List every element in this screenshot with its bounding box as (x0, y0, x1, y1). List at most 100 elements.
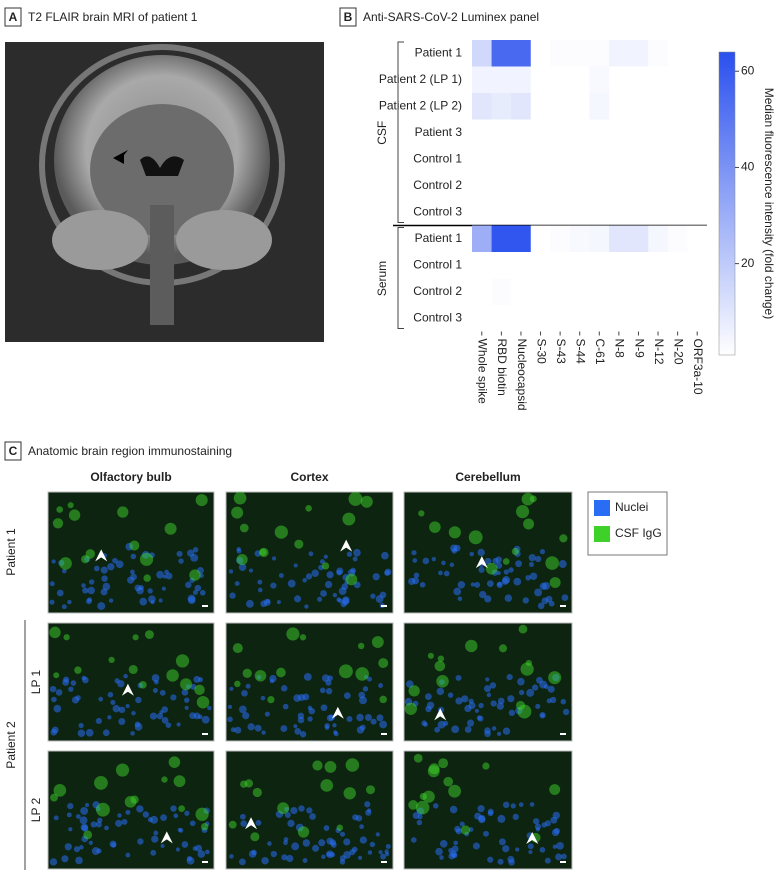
heat-cell (609, 93, 629, 120)
nucleus (189, 820, 196, 827)
nucleus (186, 856, 195, 865)
nucleus (491, 726, 497, 731)
micrograph (47, 622, 215, 742)
scale-bar (381, 733, 387, 735)
heat-cell (511, 40, 532, 67)
cell (320, 779, 334, 792)
cell (200, 823, 209, 831)
nucleus (434, 726, 441, 733)
heat-cell (491, 66, 512, 94)
cell (96, 802, 110, 817)
nucleus (147, 588, 153, 594)
nucleus (474, 708, 479, 713)
nucleus (376, 714, 384, 722)
cell (429, 521, 441, 533)
nucleus (384, 849, 389, 854)
nucleus (379, 720, 388, 729)
nucleus (546, 698, 552, 704)
cell (415, 800, 430, 815)
cell (277, 802, 290, 815)
nucleus (449, 805, 458, 814)
nucleus (369, 841, 376, 848)
heat-cell (472, 172, 492, 200)
cell (345, 758, 360, 772)
nucleus (156, 713, 164, 720)
heat-cell (530, 252, 551, 279)
nucleus (441, 560, 446, 566)
nucleus (307, 705, 313, 711)
heat-cell (530, 93, 551, 120)
nucleus (82, 587, 89, 594)
nucleus (320, 704, 328, 712)
nucleus (175, 847, 181, 852)
cell (178, 805, 186, 813)
micrograph-bg (47, 750, 215, 870)
nucleus (560, 698, 567, 705)
row-label: Control 3 (413, 204, 462, 218)
heat-cell (511, 278, 532, 306)
nucleus (61, 568, 67, 574)
nucleus (107, 563, 115, 571)
heat-cell (667, 199, 688, 226)
cell (468, 530, 483, 545)
heat-cell (648, 278, 669, 306)
nucleus (93, 565, 100, 572)
nucleus (352, 556, 358, 562)
nucleus (293, 694, 301, 702)
nucleus (118, 718, 126, 726)
nucleus (504, 594, 513, 602)
nucleus (486, 580, 494, 587)
nucleus (540, 713, 545, 718)
nucleus (447, 692, 454, 698)
scale-bar (560, 605, 566, 607)
row-label: Patient 2 (LP 1) (379, 72, 462, 86)
nucleus (541, 822, 547, 828)
nucleus (51, 559, 56, 564)
nucleus (131, 710, 136, 716)
nucleus (503, 569, 509, 575)
scale-bar (202, 861, 208, 863)
heat-cell (667, 252, 688, 279)
nucleus (49, 581, 55, 587)
nucleus (97, 602, 106, 611)
nucleus (309, 813, 316, 820)
panel-letter-box (4, 7, 22, 27)
legend-swatch (594, 500, 610, 516)
nucleus (101, 575, 108, 582)
cell (355, 667, 369, 681)
nucleus (246, 599, 254, 608)
heat-cell (648, 93, 669, 120)
nucleus (102, 729, 110, 737)
cell (117, 506, 129, 518)
nucleus (312, 844, 320, 852)
group-label: Serum (375, 261, 389, 296)
nucleus (104, 825, 109, 831)
nucleus (464, 726, 472, 733)
row-label: Control 1 (413, 257, 462, 271)
nucleus (518, 802, 524, 807)
cell (196, 695, 210, 709)
cell (413, 753, 423, 763)
heat-cell (550, 199, 571, 226)
heat-cell (491, 199, 512, 226)
nucleus (326, 571, 334, 579)
heat-cell (589, 119, 610, 147)
nucleus (478, 702, 484, 709)
nucleus (426, 701, 435, 710)
nucleus (421, 720, 427, 726)
cell (168, 756, 181, 768)
nucleus (165, 572, 173, 580)
nucleus (70, 680, 77, 686)
micrograph (225, 491, 394, 614)
arrowhead (475, 556, 488, 569)
nucleus (451, 725, 460, 734)
col-label: N-12 (652, 339, 666, 365)
cell (324, 760, 337, 773)
cell (286, 627, 300, 641)
nucleus (49, 599, 55, 605)
nucleus (228, 569, 234, 574)
cell (379, 695, 387, 704)
heat-cell (530, 305, 551, 332)
nucleus (302, 858, 308, 864)
nucleus (95, 717, 102, 725)
